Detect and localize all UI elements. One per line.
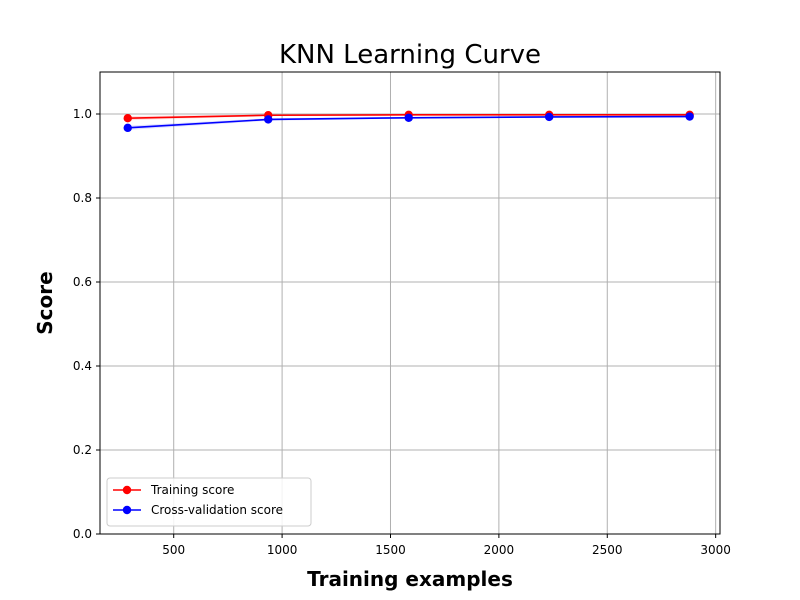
y-tick-label: 0.8 bbox=[73, 191, 92, 205]
data-point bbox=[685, 112, 694, 121]
x-tick-label: 1500 bbox=[375, 543, 406, 557]
x-tick-label: 1000 bbox=[267, 543, 298, 557]
chart-title: KNN Learning Curve bbox=[279, 40, 541, 70]
data-point bbox=[404, 113, 413, 122]
y-tick-label: 0.0 bbox=[73, 527, 92, 541]
legend: Training score Cross-validation score bbox=[106, 477, 312, 527]
y-tick-label: 0.6 bbox=[73, 275, 92, 289]
x-tick-label: 2500 bbox=[592, 543, 623, 557]
data-point bbox=[544, 112, 554, 122]
series-layer bbox=[123, 110, 694, 133]
tick-layer: 500 1000 1500 2000 2500 3000 0.0 0.2 0.4 0.6 0.8 1.… bbox=[73, 107, 731, 557]
plot-area bbox=[100, 72, 720, 534]
legend-label: Training score bbox=[150, 483, 234, 497]
x-axis-label: Training examples bbox=[307, 567, 513, 591]
legend-marker bbox=[122, 485, 132, 495]
y-tick-label: 0.2 bbox=[73, 443, 92, 457]
legend-marker bbox=[122, 505, 132, 515]
grid-layer bbox=[100, 72, 720, 535]
y-tick-label: 0.4 bbox=[73, 359, 92, 373]
data-point bbox=[264, 115, 273, 124]
y-axis-label: Score bbox=[33, 271, 57, 334]
x-tick-label: 3000 bbox=[700, 543, 731, 557]
x-tick-label: 500 bbox=[162, 543, 185, 557]
legend-label: Cross-validation score bbox=[151, 503, 283, 517]
data-point bbox=[123, 114, 132, 123]
x-tick-label: 2000 bbox=[484, 543, 515, 557]
y-tick-label: 1.0 bbox=[73, 107, 92, 121]
plot-frame bbox=[99, 71, 721, 535]
data-point bbox=[123, 123, 132, 133]
legend-box bbox=[106, 477, 312, 527]
